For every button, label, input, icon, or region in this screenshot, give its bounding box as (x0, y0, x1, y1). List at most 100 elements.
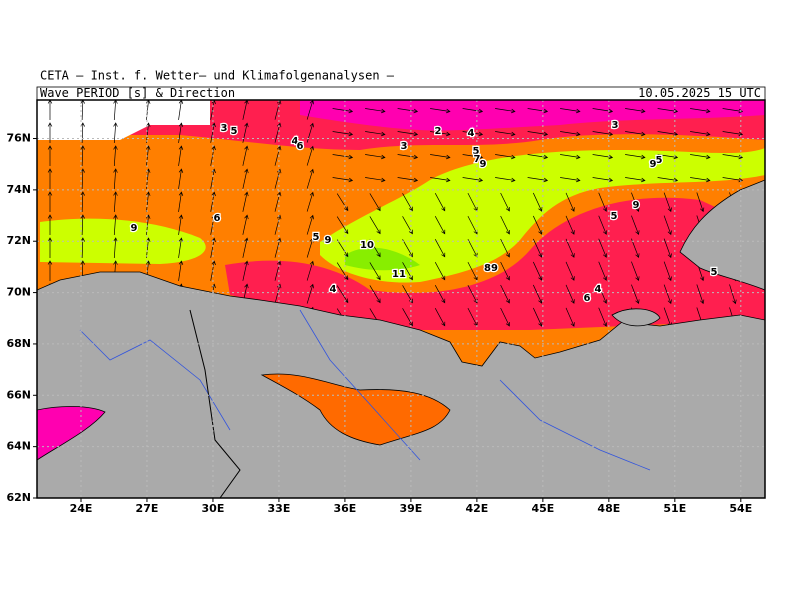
arrow (402, 308, 413, 327)
arrow (332, 108, 354, 114)
arrow (625, 177, 646, 183)
arrow (178, 214, 184, 235)
contour-label: 3 (221, 123, 228, 134)
arrow (178, 260, 184, 281)
arrow (402, 239, 413, 258)
arrow (532, 238, 543, 258)
arrow (663, 261, 672, 282)
arrow (178, 237, 184, 258)
arrow (625, 131, 646, 137)
arrow (178, 191, 184, 212)
arrow (565, 307, 575, 327)
arrow (560, 177, 581, 183)
arrow (242, 122, 249, 143)
contour-label: 6 (214, 213, 221, 224)
arrow (397, 177, 419, 183)
date: 10.05.2025 15 UTC (638, 86, 761, 100)
arrow (690, 108, 711, 114)
arrow (532, 284, 543, 304)
no-data (37, 100, 210, 140)
arrow (369, 285, 381, 304)
arrow (369, 239, 381, 258)
lon-tick-label: 45E (531, 502, 554, 515)
contour-label: 5 (711, 267, 718, 278)
arrow (47, 122, 53, 143)
arrow (696, 192, 705, 213)
arrow (402, 193, 413, 212)
arrow (495, 131, 516, 137)
arrow (729, 284, 737, 305)
contour-label: 9 (480, 159, 487, 170)
lat-tick-label: 70N (6, 286, 31, 299)
arrow (663, 215, 672, 236)
arrow (397, 108, 419, 114)
arrow (565, 215, 575, 235)
arrow (336, 216, 349, 235)
arrow (532, 261, 543, 281)
source: CETA — Inst. f. Wetter— und Klimafolgena… (40, 69, 395, 83)
arrow (462, 131, 484, 137)
lon-tick-label: 51E (663, 502, 686, 515)
arrow (560, 154, 581, 160)
arrow (430, 154, 451, 160)
lon-tick-label: 42E (465, 502, 488, 515)
white-sea (260, 373, 451, 446)
contour-label: 89 (484, 263, 498, 274)
arrow (565, 192, 575, 212)
arrow (495, 108, 516, 114)
arrow (560, 108, 581, 114)
arrow (306, 283, 315, 304)
arrow (434, 216, 446, 235)
arrow (598, 192, 608, 212)
arrow (80, 191, 85, 213)
arrow (462, 177, 484, 183)
arrow (47, 145, 53, 166)
contour-label: 10 (360, 240, 374, 251)
arrow (430, 131, 451, 137)
contour-label: 2 (435, 126, 442, 137)
arrow (306, 214, 315, 235)
arrow (527, 177, 549, 183)
arrow (242, 145, 249, 166)
contour-label: 9 (650, 159, 657, 170)
arrow (495, 154, 516, 160)
arrow (625, 154, 646, 160)
arrow (178, 145, 184, 166)
contour-label: 3 (612, 120, 619, 131)
arrow (690, 154, 711, 160)
arrow (500, 192, 510, 212)
arrow (365, 154, 386, 160)
arrow (80, 214, 85, 236)
arrow (690, 131, 711, 137)
arrow (336, 193, 349, 212)
arrow (113, 145, 118, 166)
lon-tick-label: 54E (729, 502, 752, 515)
frame (36, 99, 766, 499)
arrow (532, 307, 543, 327)
lon-tick-label: 39E (399, 502, 422, 515)
arrow (369, 262, 381, 281)
contour-label: 5 (656, 155, 663, 166)
contour-label: 11 (392, 269, 406, 280)
arrow (47, 214, 53, 235)
lat-tick-label: 64N (6, 440, 31, 453)
region-green (345, 247, 420, 271)
arrow (434, 285, 446, 304)
arrow (146, 191, 151, 212)
arrow (146, 145, 151, 166)
arrow (598, 261, 608, 281)
lon-tick-label: 30E (202, 502, 225, 515)
arrow (47, 168, 53, 189)
arrow (500, 307, 510, 327)
arrow (598, 238, 608, 258)
arrow (722, 177, 744, 183)
lat-tick-label: 72N (6, 234, 31, 247)
arrow (306, 260, 315, 281)
arrow (462, 108, 484, 114)
contour-label: 5 (473, 146, 480, 157)
arrow (274, 145, 282, 166)
arrow (500, 261, 510, 281)
arrow (332, 154, 354, 160)
